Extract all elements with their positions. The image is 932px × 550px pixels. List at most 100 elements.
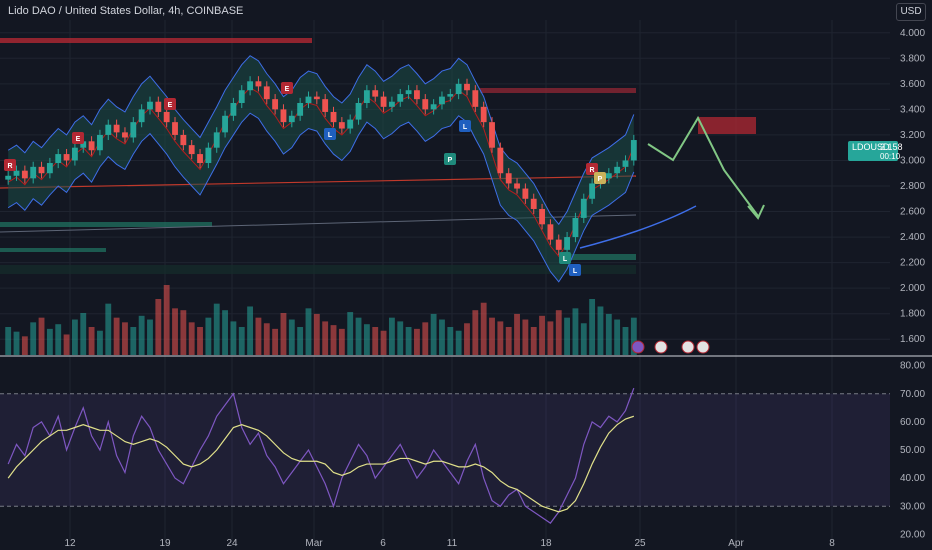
candle[interactable]: [80, 141, 87, 148]
candle[interactable]: [155, 101, 162, 112]
volume-bar: [530, 327, 537, 355]
candle[interactable]: [230, 103, 237, 116]
trend-line: [0, 175, 637, 189]
candle[interactable]: [163, 111, 170, 123]
event-flag-icon[interactable]: [696, 340, 710, 354]
candle[interactable]: [172, 122, 178, 135]
candle[interactable]: [13, 170, 20, 176]
candle[interactable]: [539, 208, 545, 225]
candle[interactable]: [522, 188, 529, 199]
candle[interactable]: [205, 147, 212, 164]
candle[interactable]: [105, 124, 112, 135]
time-tick-label: Apr: [728, 538, 744, 549]
candle[interactable]: [272, 99, 279, 110]
candle[interactable]: [547, 224, 554, 240]
signal-marker-label: P: [598, 176, 603, 183]
candle[interactable]: [280, 109, 287, 123]
candle[interactable]: [138, 109, 145, 123]
volume-bar: [539, 315, 545, 355]
candle[interactable]: [288, 115, 295, 123]
candle[interactable]: [580, 198, 587, 218]
candle[interactable]: [213, 132, 220, 148]
candle[interactable]: [322, 99, 329, 112]
currency-button[interactable]: USD: [896, 3, 926, 21]
candle[interactable]: [21, 170, 28, 179]
candle[interactable]: [480, 106, 487, 123]
candle[interactable]: [255, 81, 262, 87]
candle[interactable]: [380, 96, 387, 107]
candle[interactable]: [455, 83, 462, 95]
candle[interactable]: [55, 154, 62, 164]
candle[interactable]: [439, 96, 445, 105]
candle[interactable]: [263, 86, 270, 100]
candle[interactable]: [97, 134, 103, 151]
rsi-line: [7, 387, 635, 524]
candle[interactable]: [405, 90, 412, 95]
candle[interactable]: [222, 115, 228, 133]
candle[interactable]: [63, 154, 70, 161]
candle[interactable]: [313, 96, 320, 100]
candle[interactable]: [505, 173, 512, 184]
candle[interactable]: [122, 132, 128, 138]
candle[interactable]: [397, 94, 404, 102]
candle[interactable]: [197, 154, 203, 164]
signal-marker: [559, 252, 571, 264]
volume-bar: [205, 317, 212, 355]
zones: [0, 38, 756, 274]
candle[interactable]: [622, 160, 629, 167]
candle[interactable]: [630, 140, 637, 161]
signal-marker: [594, 172, 606, 184]
candle[interactable]: [305, 96, 312, 103]
event-flag-icon[interactable]: [631, 340, 645, 354]
signal-marker: [459, 120, 471, 132]
candle[interactable]: [447, 94, 454, 97]
candle[interactable]: [330, 111, 337, 123]
candle[interactable]: [497, 147, 504, 174]
candle[interactable]: [589, 183, 596, 199]
candle[interactable]: [238, 90, 245, 103]
candle[interactable]: [297, 103, 304, 116]
candle[interactable]: [572, 217, 579, 238]
candle[interactable]: [38, 166, 45, 174]
candle[interactable]: [71, 147, 78, 161]
candle[interactable]: [422, 99, 429, 110]
candle[interactable]: [372, 90, 379, 97]
candle[interactable]: [614, 166, 621, 174]
candle[interactable]: [188, 145, 195, 155]
candle[interactable]: [430, 104, 437, 110]
event-flag-icon[interactable]: [654, 340, 668, 354]
candle[interactable]: [338, 122, 345, 129]
event-flag-icon[interactable]: [681, 340, 695, 354]
candle[interactable]: [414, 90, 420, 100]
candle[interactable]: [347, 119, 354, 129]
volume-bar: [288, 319, 295, 355]
time-tick-label: 6: [380, 538, 386, 549]
price-zone: [0, 222, 212, 227]
candle[interactable]: [88, 141, 95, 151]
candle[interactable]: [147, 101, 153, 110]
candle[interactable]: [46, 163, 53, 174]
candle[interactable]: [555, 239, 562, 250]
candle[interactable]: [30, 166, 37, 179]
volume-bar: [38, 317, 45, 355]
candle[interactable]: [472, 90, 479, 107]
candle[interactable]: [464, 83, 470, 91]
candle[interactable]: [530, 198, 537, 209]
candle[interactable]: [180, 134, 187, 146]
signal-marker-label: P: [448, 157, 453, 164]
candle[interactable]: [5, 175, 12, 180]
candle[interactable]: [605, 173, 612, 179]
time-tick-label: 25: [634, 538, 646, 549]
candle[interactable]: [130, 122, 137, 138]
candle[interactable]: [363, 90, 370, 103]
volume-bar: [197, 327, 203, 355]
candle[interactable]: [514, 183, 520, 189]
candle[interactable]: [388, 101, 395, 107]
candle[interactable]: [247, 81, 254, 91]
candle[interactable]: [489, 122, 495, 148]
volume-bar: [172, 308, 178, 355]
candle[interactable]: [355, 103, 362, 120]
candle[interactable]: [564, 237, 571, 250]
candle[interactable]: [113, 124, 120, 133]
